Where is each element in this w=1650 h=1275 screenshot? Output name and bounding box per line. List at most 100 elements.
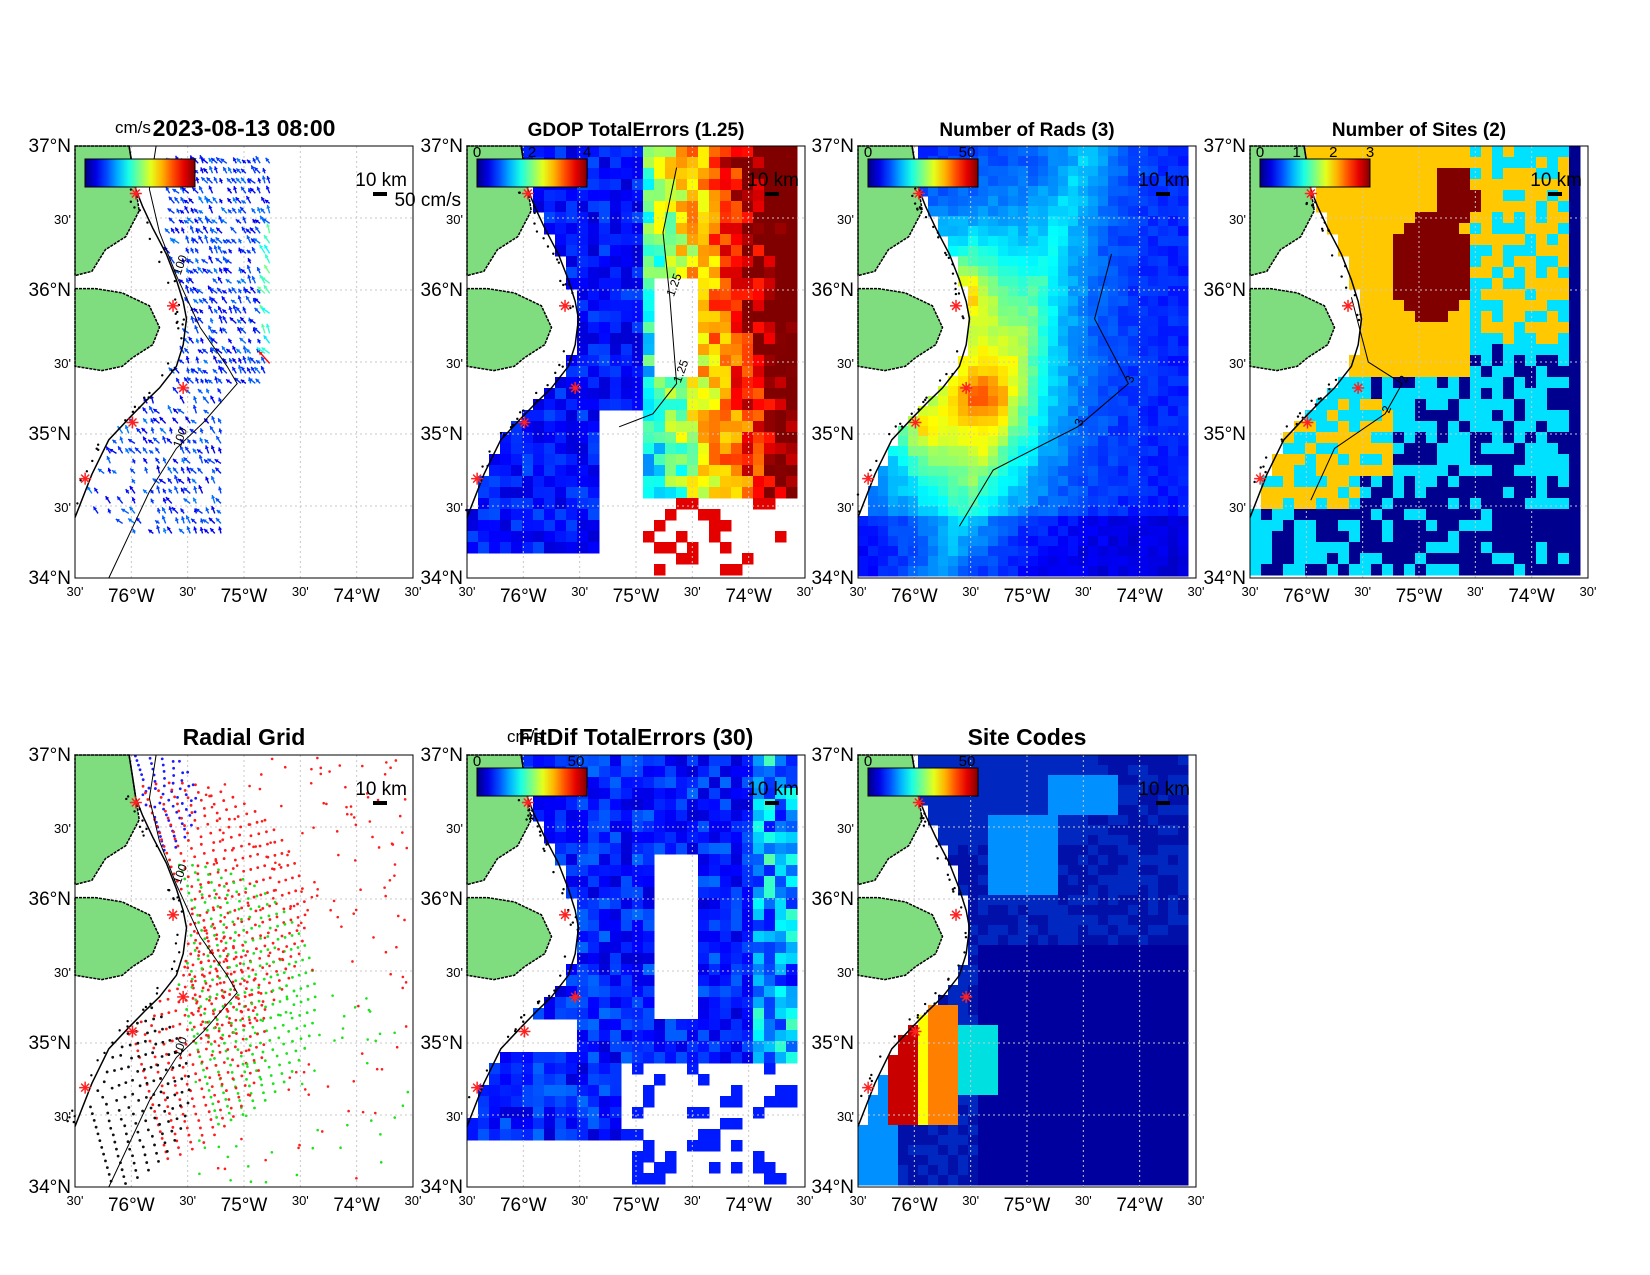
vector-head — [194, 325, 199, 330]
data-cell — [1558, 421, 1570, 433]
data-cell — [1118, 346, 1129, 357]
vector-head — [129, 506, 134, 511]
data-cell — [632, 201, 644, 213]
data-cell — [1138, 376, 1149, 387]
data-cell — [1426, 542, 1438, 554]
data-cell — [588, 520, 600, 532]
radial-grid-point — [184, 959, 188, 963]
radial-grid-point — [211, 922, 215, 926]
radial-grid-point — [266, 842, 269, 846]
radial-grid-point — [190, 846, 193, 850]
island-dot — [138, 406, 141, 409]
data-cell — [1338, 421, 1350, 433]
contour-label: 100 — [170, 426, 190, 450]
data-cell — [709, 520, 721, 532]
radial-grid-point — [236, 1048, 240, 1052]
data-cell — [1068, 556, 1079, 567]
vector-head — [246, 348, 251, 353]
data-cell — [1148, 266, 1159, 277]
vector-head — [195, 258, 200, 263]
island-dot — [945, 253, 948, 257]
island-dot — [869, 468, 872, 472]
data-cell — [742, 322, 754, 334]
data-cell — [577, 322, 589, 334]
data-cell — [1028, 326, 1039, 337]
data-cell — [577, 256, 589, 268]
colorbar-tick-label: 3 — [1366, 144, 1374, 161]
data-cell — [1168, 486, 1179, 497]
axes-frame — [466, 145, 806, 579]
data-cell — [1382, 333, 1394, 345]
data-cell — [665, 509, 677, 521]
data-cell — [1148, 376, 1159, 387]
data-cell — [1138, 386, 1149, 397]
data-cell — [1360, 399, 1372, 411]
data-cell — [742, 465, 754, 477]
data-cell — [1018, 206, 1029, 217]
radial-grid-point — [259, 936, 262, 940]
data-cell — [1058, 536, 1069, 547]
data-cell — [988, 256, 999, 267]
lat-tick-label: 34°N — [421, 568, 463, 589]
data-cell — [1088, 326, 1099, 337]
data-cell — [1028, 196, 1039, 207]
vector-head — [263, 335, 268, 340]
data-cell — [1371, 322, 1383, 334]
data-cell — [1558, 432, 1570, 444]
data-cell — [522, 465, 534, 477]
radial-grid-point — [199, 885, 203, 889]
data-cell — [511, 421, 523, 433]
data-cell — [1168, 216, 1179, 227]
data-cell — [1514, 311, 1526, 323]
data-cell — [948, 506, 959, 517]
data-cell — [1028, 366, 1039, 377]
radial-grid-point — [239, 878, 242, 882]
radial-grid-point — [219, 981, 222, 985]
data-cell — [988, 476, 999, 487]
data-cell — [1525, 179, 1537, 191]
vector-head — [227, 198, 232, 203]
data-cell — [1048, 566, 1059, 577]
vector-head — [220, 219, 225, 223]
island-dot — [176, 310, 179, 314]
data-cell — [1261, 564, 1273, 576]
data-cell — [1178, 366, 1189, 377]
radial-grid-point — [162, 845, 166, 848]
data-cell — [588, 366, 600, 378]
radial-grid-point — [205, 1082, 209, 1086]
data-cell — [1437, 531, 1449, 543]
island-dot — [554, 371, 557, 375]
data-cell — [1327, 520, 1339, 532]
data-cell — [1503, 465, 1515, 477]
lat-tick-label: 30' — [446, 356, 463, 371]
data-cell — [1098, 516, 1109, 527]
data-cell — [998, 236, 1009, 247]
data-cell — [1168, 506, 1179, 517]
data-cell — [1168, 556, 1179, 567]
data-cell — [908, 506, 919, 517]
data-cell — [621, 333, 633, 345]
island-dot — [936, 231, 940, 234]
data-cell — [1382, 278, 1394, 290]
vector-head — [241, 226, 246, 231]
data-cell — [753, 432, 765, 444]
data-cell — [775, 289, 787, 301]
data-cell — [1038, 426, 1049, 437]
data-cell — [1415, 388, 1427, 400]
data-cell — [775, 410, 787, 422]
data-cell — [1525, 443, 1537, 455]
data-cell — [1525, 190, 1537, 202]
data-cell — [753, 465, 765, 477]
data-cell — [632, 322, 644, 334]
data-cell — [687, 388, 699, 400]
vector-head — [156, 507, 161, 512]
data-cell — [998, 416, 1009, 427]
data-cell — [709, 454, 721, 466]
data-cell — [687, 179, 699, 191]
data-cell — [938, 476, 949, 487]
scale-bar-label: 10 km — [1138, 170, 1190, 191]
data-cell — [720, 465, 732, 477]
data-cell — [621, 355, 633, 367]
data-cell — [1038, 536, 1049, 547]
island-dot — [1328, 387, 1331, 391]
